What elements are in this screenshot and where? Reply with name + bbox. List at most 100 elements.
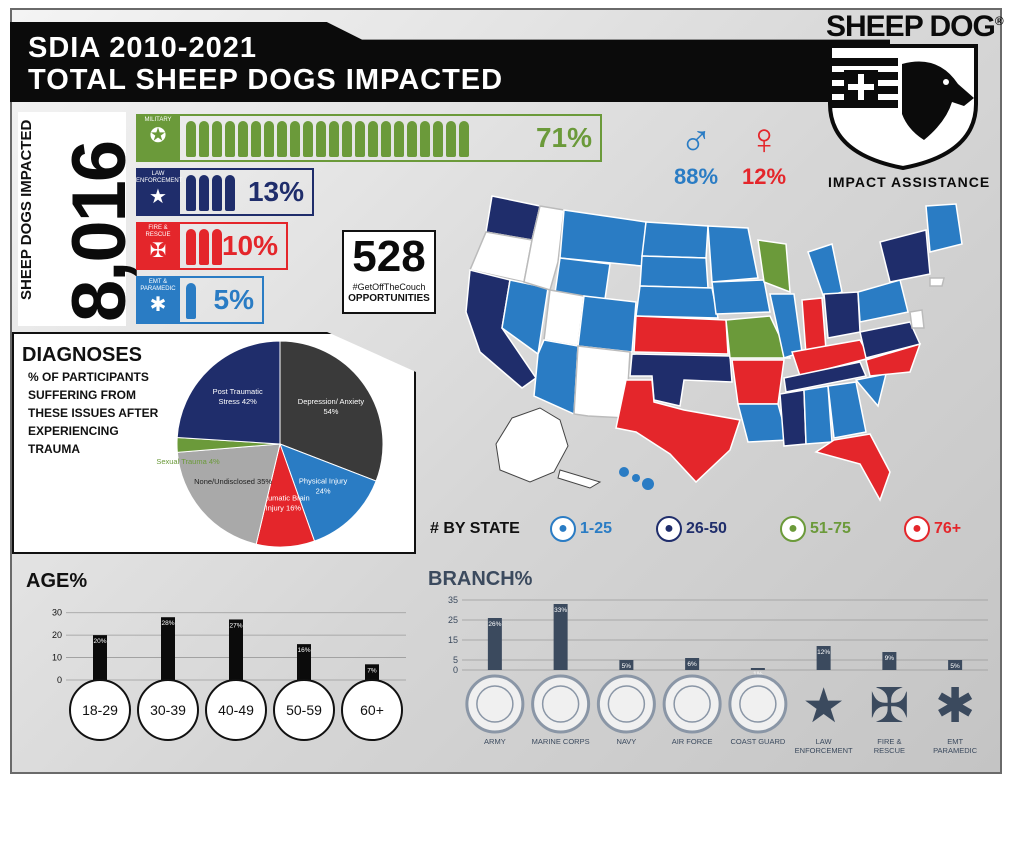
sheepdog-shield-icon xyxy=(828,44,978,170)
person-figure-icon xyxy=(329,121,339,157)
branch-label-line: EMT xyxy=(947,737,963,746)
person-icon: ● xyxy=(656,516,682,542)
branch-category-label: NAVY xyxy=(616,737,636,746)
age-category-circle xyxy=(341,679,403,741)
coast-guard-seal-icon xyxy=(728,674,788,734)
age-category-circle xyxy=(205,679,267,741)
person-figure-icon xyxy=(212,229,222,265)
bar xyxy=(750,668,765,670)
logo-brand: SHEEP DOG® xyxy=(826,10,1004,44)
diagnoses-subtitle-line: TRAUMA xyxy=(28,442,80,456)
y-tick-label: 35 xyxy=(448,595,458,605)
person-figure-icon xyxy=(394,121,404,157)
police-badge-icon: ★ xyxy=(802,680,845,733)
person-figure-icon xyxy=(186,175,196,211)
person-figure-icon xyxy=(303,121,313,157)
pie-slice xyxy=(279,340,384,482)
age-category-label: 30-39 xyxy=(150,702,186,718)
pie-slice xyxy=(176,443,281,545)
female-pct: 12% xyxy=(741,164,787,189)
branch-category-label: ARMY xyxy=(484,737,506,746)
legend-label: 1-25 xyxy=(580,520,613,537)
branch-category-label: EMT PARAMEDIC xyxy=(933,737,978,755)
person-figure-icon xyxy=(381,121,391,157)
opportunities-tag: #GetOffTheCouch xyxy=(352,282,426,292)
legend-item-51-75: ● 51-75 xyxy=(780,516,851,542)
legend-label: 26-50 xyxy=(686,520,727,537)
branch-label-line: PARAMEDIC xyxy=(933,746,978,755)
diagnoses-subtitle-line: THESE ISSUES AFTER xyxy=(28,406,159,420)
legend-label: 76+ xyxy=(934,520,962,537)
pie-label-line: Post Traumatic xyxy=(213,387,263,396)
army-seal-icon xyxy=(465,674,525,734)
figure-row xyxy=(186,283,196,319)
branch-label-line: RESCUE xyxy=(874,746,905,755)
branch-category-label: AIR FORCE xyxy=(672,737,713,746)
category-glyph: ✪ xyxy=(149,125,167,147)
age-category-label: 60+ xyxy=(360,702,384,718)
opportunities-box: 528 #GetOffTheCouch OPPORTUNITIES xyxy=(342,230,436,314)
pie-slice xyxy=(176,340,281,445)
police-badge-icon: LAW ENFORCEMENT ★ xyxy=(136,168,183,216)
bar xyxy=(685,658,700,670)
bar xyxy=(93,635,107,680)
figure-row xyxy=(186,121,469,157)
bar-data-label: 16% xyxy=(297,647,310,654)
person-figure-icon xyxy=(212,175,222,211)
person-figure-icon xyxy=(316,121,326,157)
bar-data-label: 9% xyxy=(885,655,895,662)
y-tick-label: 5 xyxy=(453,655,458,665)
person-figure-icon xyxy=(199,229,209,265)
branch-category-label: MARINE CORPS xyxy=(532,737,590,746)
pie-slice xyxy=(279,443,377,542)
person-figure-icon xyxy=(446,121,456,157)
seal-inner-ring xyxy=(673,685,711,723)
diagnoses-subtitle-line: % OF PARTICIPANTS xyxy=(28,370,149,384)
pie-label-line: Traumatic Brain xyxy=(257,494,310,503)
bar-data-label: 6% xyxy=(687,661,697,668)
fire-maltese-cross-icon: FIRE & RESCUE ✠ xyxy=(136,222,180,270)
gender-male: ♂ 88% xyxy=(666,116,726,190)
person-figure-icon xyxy=(355,121,365,157)
opportunities-label: OPPORTUNITIES xyxy=(348,293,430,304)
diagnoses-title: DIAGNOSES xyxy=(22,344,143,366)
category-pct: 71% xyxy=(535,122,592,153)
legend-item-26-50: ● 26-50 xyxy=(656,516,727,542)
female-symbol-icon: ♀ xyxy=(747,115,781,164)
total-label: SHEEP DOGS IMPACTED xyxy=(18,119,35,300)
branch-category-label: COAST GUARD xyxy=(730,737,785,746)
branch-label-line: AIR FORCE xyxy=(672,737,713,746)
person-figure-icon xyxy=(186,229,196,265)
bar xyxy=(487,618,502,670)
state-legend: # BY STATE ● 1-25 ● 26-50 ● 51-75 ● 76+ xyxy=(430,512,1000,548)
diagnoses-subtitle-line: EXPERIENCING xyxy=(28,424,119,438)
air-force-seal-icon xyxy=(662,674,722,734)
person-figure-icon xyxy=(290,121,300,157)
age-category-circle xyxy=(273,679,335,741)
seal-inner-ring xyxy=(607,685,646,723)
bar xyxy=(365,664,379,680)
bar xyxy=(229,619,243,680)
bar xyxy=(816,646,831,670)
category-name: LAW ENFORCEMENT xyxy=(136,171,183,184)
bar xyxy=(297,644,311,680)
total-box xyxy=(18,112,126,326)
logo-subtitle: IMPACT ASSISTANCE xyxy=(828,174,991,190)
star-of-life-icon: ✱ xyxy=(935,680,975,733)
person-figure-icon xyxy=(251,121,261,157)
registered-mark: ® xyxy=(994,14,1004,28)
gender-female: ♀ 12% xyxy=(734,116,794,190)
category-name: FIRE & RESCUE xyxy=(145,225,171,238)
logo-brand-text: SHEEP DOG xyxy=(826,10,996,43)
branch-title: BRANCH% xyxy=(428,568,533,590)
person-icon: ● xyxy=(904,516,930,542)
category-pct: 5% xyxy=(213,284,254,315)
bar-data-label: 33% xyxy=(554,607,567,614)
pie-label-line: 24% xyxy=(316,486,331,495)
y-tick-label: 10 xyxy=(52,653,62,663)
bar xyxy=(948,660,963,670)
pie-label-line: Physical Injury xyxy=(299,476,348,485)
pie-slice-label: None/Undisclosed 35% xyxy=(194,477,272,486)
pie-label-line: Stress 42% xyxy=(219,397,258,406)
